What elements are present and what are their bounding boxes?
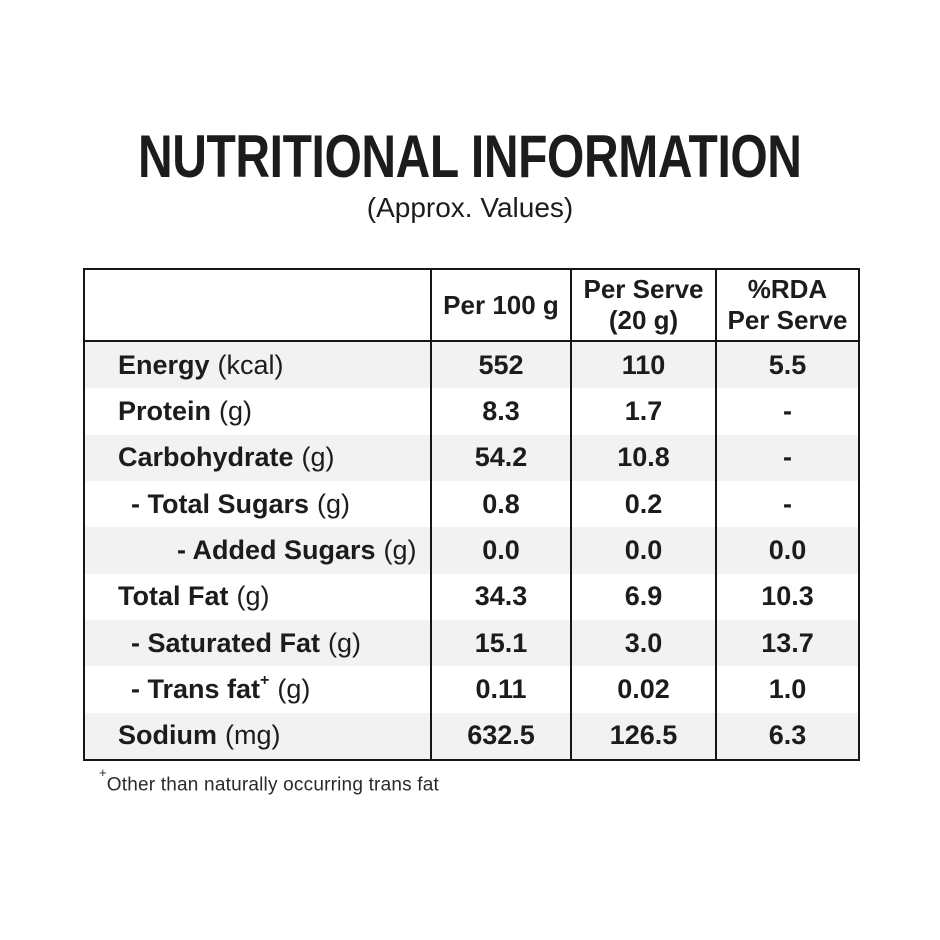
value-per-100g: 0.11 <box>430 666 570 713</box>
table-row-protein: Protein (g) 8.3 1.7 - <box>85 388 858 435</box>
value-per-serve: 10.8 <box>570 434 715 481</box>
row-label: Protein (g) <box>118 395 253 426</box>
nutrition-table: Per 100 g Per Serve (20 g) %RDA Per Serv… <box>83 268 860 761</box>
value-rda-per-serve: 0.0 <box>715 527 858 574</box>
footnote-text: Other than naturally occurring trans fat <box>106 774 440 796</box>
value-per-100g: 0.0 <box>430 527 570 574</box>
page-title-text: NUTRITIONAL INFORMATION <box>138 123 802 190</box>
header-cell-per-100g: Per 100 g <box>430 270 570 340</box>
header-cell-rda: %RDA Per Serve <box>715 270 858 340</box>
row-label: - Saturated Fat (g) <box>131 627 362 658</box>
header-rda-line2: Per Serve <box>727 305 848 335</box>
table-row-energy: Energy (kcal) 552 110 5.5 <box>85 342 858 389</box>
table-row-trans-fat: - Trans fat + (g) 0.11 0.02 1.0 <box>85 666 858 713</box>
value-per-serve: 0.0 <box>570 527 715 574</box>
value-rda-per-serve: 1.0 <box>715 666 858 713</box>
table-header-row: Per 100 g Per Serve (20 g) %RDA Per Serv… <box>85 270 858 342</box>
value-per-serve: 6.9 <box>570 573 715 620</box>
value-per-serve: 1.7 <box>570 388 715 435</box>
page-subtitle: (Approx. Values) <box>366 192 574 223</box>
header-cell-nutrient <box>85 270 430 340</box>
table-row-total-sugars: - Total Sugars (g) 0.8 0.2 - <box>85 480 858 528</box>
value-per-100g: 0.8 <box>430 480 570 528</box>
value-rda-per-serve: 6.3 <box>715 712 858 759</box>
row-label: Total Fat (g) <box>118 581 270 612</box>
value-rda-per-serve: 13.7 <box>715 619 858 667</box>
value-per-serve: 0.02 <box>570 666 715 713</box>
row-label: Sodium (mg) <box>118 720 281 751</box>
value-per-serve: 126.5 <box>570 712 715 759</box>
value-per-serve: 3.0 <box>570 619 715 667</box>
value-per-100g: 632.5 <box>430 712 570 759</box>
table-row-carbohydrate: Carbohydrate (g) 54.2 10.8 - <box>85 434 858 481</box>
row-label: Energy (kcal) <box>118 349 284 380</box>
value-rda-per-serve: 5.5 <box>715 342 858 389</box>
row-label: - Added Sugars (g) <box>177 534 417 565</box>
header-per-serve-line1: Per Serve <box>583 274 704 304</box>
header-per-100g-label: Per 100 g <box>443 289 559 320</box>
value-rda-per-serve: - <box>715 388 858 435</box>
value-per-serve: 0.2 <box>570 480 715 528</box>
value-per-serve: 110 <box>570 342 715 389</box>
footnote: +Other than naturally occurring trans fa… <box>99 765 440 796</box>
value-per-100g: 15.1 <box>430 619 570 667</box>
table-row-total-fat: Total Fat (g) 34.3 6.9 10.3 <box>85 573 858 620</box>
value-per-100g: 552 <box>430 342 570 389</box>
value-rda-per-serve: - <box>715 480 858 528</box>
table-row-added-sugars: - Added Sugars (g) 0.0 0.0 0.0 <box>85 527 858 574</box>
value-per-100g: 34.3 <box>430 573 570 620</box>
table-row-sodium: Sodium (mg) 632.5 126.5 6.3 <box>85 712 858 759</box>
row-label: - Trans fat + (g) <box>131 672 311 704</box>
row-label: Carbohydrate (g) <box>118 442 335 473</box>
value-per-100g: 8.3 <box>430 388 570 435</box>
header-rda-line1: %RDA <box>747 274 828 304</box>
page-title: NUTRITIONAL INFORMATION <box>0 123 940 202</box>
header-per-serve-line2: (20 g) <box>608 305 679 335</box>
header-cell-per-serve: Per Serve (20 g) <box>570 270 715 340</box>
table-body: Energy (kcal) 552 110 5.5 Protein (g) 8.… <box>85 342 858 759</box>
row-label: - Total Sugars (g) <box>131 488 351 519</box>
table-row-saturated-fat: - Saturated Fat (g) 15.1 3.0 13.7 <box>85 619 858 667</box>
value-rda-per-serve: - <box>715 434 858 481</box>
value-per-100g: 54.2 <box>430 434 570 481</box>
value-rda-per-serve: 10.3 <box>715 573 858 620</box>
footnote-marker: + <box>99 765 107 780</box>
